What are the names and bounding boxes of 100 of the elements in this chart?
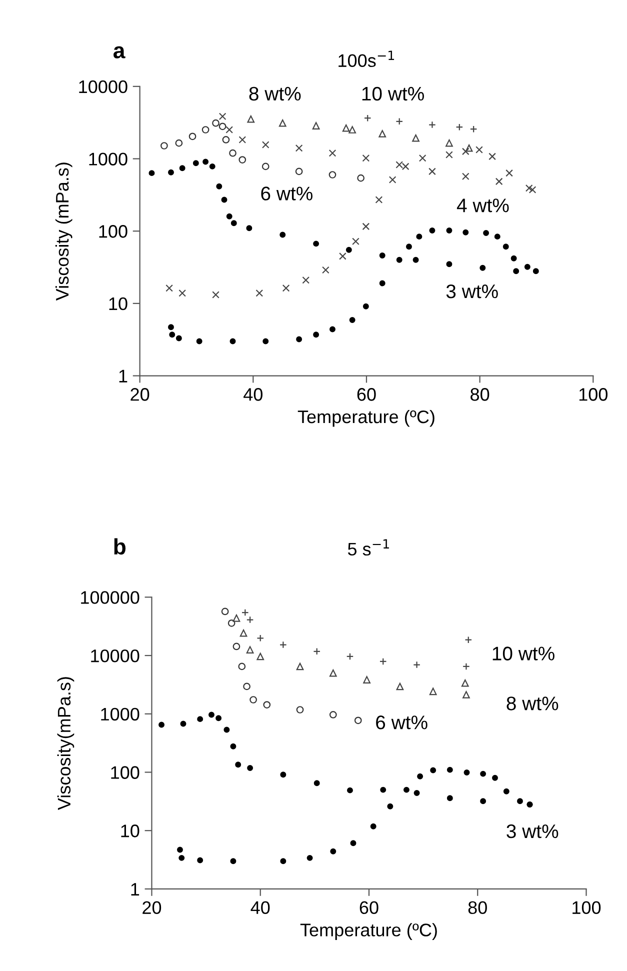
point (329, 669, 337, 677)
point (166, 284, 173, 292)
point (175, 139, 183, 147)
point (429, 688, 437, 696)
point (197, 857, 204, 864)
point (262, 338, 269, 344)
point (502, 244, 509, 250)
chart-title: 5 s$^{−1}$ (348, 539, 389, 556)
point (464, 770, 470, 776)
x-tick-label: 20 (130, 388, 150, 401)
point (235, 762, 242, 768)
point (313, 332, 320, 338)
point (313, 240, 320, 247)
point (418, 154, 426, 162)
point (238, 156, 246, 164)
point (158, 722, 164, 728)
series-label: 3 wt% (506, 824, 558, 838)
point (494, 234, 500, 240)
point (238, 136, 246, 144)
point (396, 256, 402, 263)
point (295, 144, 303, 152)
point (222, 136, 230, 144)
point (218, 122, 226, 130)
point (446, 261, 452, 268)
series-label: 10 wt% (492, 646, 554, 660)
point (262, 141, 270, 148)
point (296, 336, 302, 342)
point (229, 149, 236, 157)
point (339, 252, 346, 260)
point (406, 244, 412, 250)
point (346, 246, 352, 253)
point (462, 229, 469, 236)
x-tick-label: 60 (360, 901, 378, 914)
point (216, 183, 222, 190)
point (465, 144, 473, 152)
y-tick-label: 1000 (101, 708, 140, 721)
point (525, 184, 533, 192)
series-label: 8 wt% (249, 86, 301, 101)
point (357, 174, 364, 182)
point (168, 169, 174, 176)
point (430, 767, 436, 774)
x-tick-label: 100 (579, 388, 608, 401)
point (238, 662, 246, 670)
point (329, 326, 336, 332)
point (412, 134, 420, 142)
point (178, 854, 185, 861)
point (462, 148, 470, 156)
point (350, 840, 356, 846)
y-tick-label: 10 (109, 297, 128, 310)
point (240, 629, 248, 637)
y-axis-title: Viscosity(mPa.s) (57, 677, 74, 810)
point (506, 169, 513, 177)
y-tick-label: 100 (111, 766, 140, 779)
point (480, 770, 486, 777)
point (396, 682, 404, 690)
y-tick-label: 1 (119, 370, 128, 382)
point (378, 130, 386, 138)
series-label: 6 wt% (376, 716, 428, 730)
x-tick-label: 20 (142, 901, 162, 914)
point (247, 765, 254, 772)
point (354, 716, 362, 724)
point (180, 720, 186, 727)
point (462, 172, 470, 180)
point (446, 151, 453, 158)
point (168, 324, 174, 330)
point (362, 154, 370, 162)
point (218, 112, 226, 120)
point (280, 858, 286, 864)
point (322, 266, 330, 274)
point (503, 788, 510, 794)
x-axis-title: Temperature (ºC) (298, 410, 434, 427)
point (429, 227, 436, 234)
point (196, 338, 202, 344)
point (375, 196, 383, 204)
point (296, 662, 304, 670)
y-tick-label: 10000 (91, 649, 140, 662)
point (314, 780, 320, 786)
x-tick-label: 100 (572, 901, 601, 914)
x-axis-title: Temperature (ºC) (300, 923, 437, 940)
point (446, 227, 452, 234)
point (221, 196, 228, 203)
point (388, 176, 396, 184)
series-label: 4 wt% (456, 198, 509, 212)
point (224, 726, 230, 733)
point (483, 230, 490, 236)
point (328, 149, 336, 157)
y-tick-label: 1 (131, 883, 140, 896)
point (188, 132, 196, 140)
point (296, 706, 304, 714)
point (178, 289, 186, 297)
point (230, 743, 236, 750)
point (532, 268, 539, 274)
point (476, 146, 483, 154)
point (176, 846, 183, 853)
point (282, 284, 290, 292)
point (387, 803, 394, 810)
point (262, 162, 270, 170)
series-label: 8 wt% (506, 696, 558, 710)
point (226, 213, 232, 220)
point (306, 854, 313, 861)
